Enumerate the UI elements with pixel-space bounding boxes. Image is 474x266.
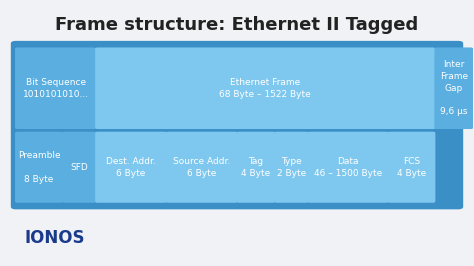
Text: Type
2 Byte: Type 2 Byte — [276, 157, 306, 178]
FancyBboxPatch shape — [307, 132, 388, 203]
FancyBboxPatch shape — [11, 41, 463, 209]
Text: Data
46 – 1500 Byte: Data 46 – 1500 Byte — [314, 157, 382, 178]
FancyBboxPatch shape — [15, 47, 96, 129]
FancyBboxPatch shape — [95, 132, 167, 203]
Text: Ethernet Frame
68 Byte – 1522 Byte: Ethernet Frame 68 Byte – 1522 Byte — [219, 78, 311, 99]
Text: Frame structure: Ethernet II Tagged: Frame structure: Ethernet II Tagged — [55, 16, 419, 34]
Text: IONOS: IONOS — [25, 229, 85, 247]
Text: Inter
Frame
Gap

9,6 μs: Inter Frame Gap 9,6 μs — [440, 60, 468, 116]
Text: Dest. Addr.
6 Byte: Dest. Addr. 6 Byte — [106, 157, 156, 178]
Text: SFD: SFD — [70, 163, 88, 172]
Text: Bit Sequence
1010101010...: Bit Sequence 1010101010... — [23, 78, 89, 99]
FancyBboxPatch shape — [95, 47, 436, 129]
FancyBboxPatch shape — [15, 132, 63, 203]
Text: Tag
4 Byte: Tag 4 Byte — [241, 157, 271, 178]
Text: Source Addr.
6 Byte: Source Addr. 6 Byte — [173, 157, 230, 178]
FancyBboxPatch shape — [435, 47, 473, 129]
FancyBboxPatch shape — [387, 132, 436, 203]
FancyBboxPatch shape — [62, 132, 96, 203]
FancyBboxPatch shape — [166, 132, 237, 203]
FancyBboxPatch shape — [274, 132, 308, 203]
Text: Preamble

8 Byte: Preamble 8 Byte — [18, 151, 60, 184]
Text: FCS
4 Byte: FCS 4 Byte — [397, 157, 426, 178]
FancyBboxPatch shape — [237, 132, 275, 203]
